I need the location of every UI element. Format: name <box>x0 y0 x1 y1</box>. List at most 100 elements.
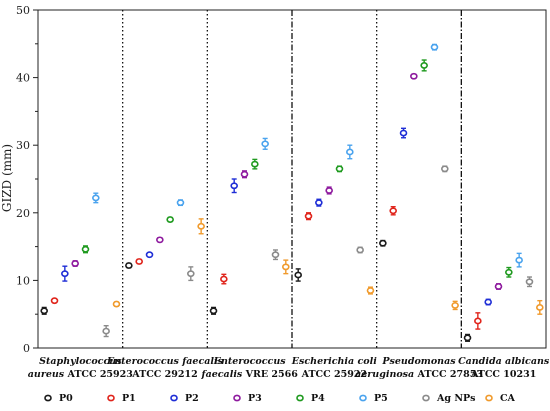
category-label: Candida albicans <box>458 356 550 367</box>
marker <box>176 199 185 207</box>
marker <box>325 187 333 194</box>
marker <box>81 245 90 253</box>
marker <box>92 194 100 202</box>
data-point <box>515 252 523 268</box>
marker <box>430 43 439 51</box>
category-label: Enterococcus faecalis <box>106 356 224 367</box>
category-labels: Staphylococcus aureus ATCC 25923 Enterococ… <box>28 356 550 380</box>
group-dividers <box>122 10 462 348</box>
legend-label: P0 <box>59 393 73 404</box>
data-point <box>399 127 408 139</box>
data-point <box>230 178 238 194</box>
marker <box>271 251 280 259</box>
data-point <box>240 170 249 179</box>
data-point <box>156 236 164 244</box>
legend-label: P5 <box>374 393 388 404</box>
legend-label: Ag NPs <box>436 393 476 404</box>
legend-label: CA <box>500 393 516 404</box>
marker <box>261 140 269 148</box>
data-point <box>92 192 100 204</box>
marker <box>494 283 503 290</box>
legend-item: P5 <box>359 393 388 404</box>
y-tick-label: 0 <box>23 342 30 355</box>
legend-item: P2 <box>170 393 199 404</box>
marker <box>389 207 397 215</box>
marker <box>294 271 302 279</box>
data-point <box>335 165 344 173</box>
data-point <box>187 266 195 282</box>
marker <box>209 307 218 315</box>
category-label: ATCC 29212 <box>131 369 197 380</box>
marker <box>356 246 364 254</box>
data-point <box>125 262 133 269</box>
category-label: faecalis VRE 2566 <box>200 369 298 380</box>
marker <box>125 262 133 269</box>
marker <box>135 258 143 265</box>
data-point <box>356 246 364 254</box>
y-axis-title: GIZD (mm) <box>0 144 14 212</box>
marker <box>463 334 472 342</box>
legend-item: Ag NPs <box>422 393 476 404</box>
data-point <box>474 312 482 330</box>
marker <box>112 300 121 308</box>
data-point <box>251 158 259 170</box>
data-point <box>304 212 313 221</box>
data-point <box>484 298 492 306</box>
legend-label: P4 <box>311 393 325 404</box>
marker <box>102 327 110 335</box>
data-point <box>81 245 90 254</box>
marker <box>399 129 408 137</box>
data-point <box>494 283 503 290</box>
data-point <box>112 300 121 308</box>
data-point <box>145 251 154 259</box>
data-point <box>505 266 513 278</box>
data-point <box>135 258 143 265</box>
legend: P0 P1 P2 P3 P4 P5 Ag NPs CA <box>44 393 516 404</box>
data-point <box>40 306 48 315</box>
data-point <box>536 299 544 315</box>
marker <box>50 297 59 305</box>
legend-item: P4 <box>296 393 325 404</box>
data-point <box>294 268 302 282</box>
legend-marker <box>44 394 52 402</box>
data-point <box>346 144 354 160</box>
legend-marker <box>107 394 115 402</box>
marker <box>366 287 375 294</box>
category-label: ATCC 10231 <box>470 369 536 380</box>
marker <box>525 278 534 286</box>
marker <box>379 239 387 247</box>
legend-label: P2 <box>185 393 199 404</box>
data-point <box>166 216 174 223</box>
marker <box>315 199 323 207</box>
data-point <box>525 276 534 288</box>
marker <box>197 222 205 230</box>
legend-marker <box>296 394 304 402</box>
axes: 0 10 20 30 40 50 <box>16 4 547 355</box>
data-points <box>40 43 544 342</box>
data-point <box>451 300 459 311</box>
y-tick-label: 30 <box>16 139 30 152</box>
marker <box>166 216 174 223</box>
y-tick-label: 10 <box>16 274 30 287</box>
marker <box>251 160 259 168</box>
legend-label: P3 <box>248 393 262 404</box>
marker <box>474 317 482 325</box>
data-point <box>366 286 375 295</box>
legend-marker <box>170 394 178 402</box>
legend-marker <box>485 394 493 402</box>
data-point <box>410 72 418 80</box>
marker <box>71 260 79 267</box>
category-label: Enterococcus <box>213 356 287 367</box>
data-point <box>430 43 439 51</box>
marker <box>40 307 48 315</box>
marker <box>240 170 249 178</box>
marker <box>156 236 164 244</box>
legend-item: CA <box>485 393 516 404</box>
marker <box>451 302 459 309</box>
legend-marker <box>359 394 367 402</box>
category-label: aureus ATCC 25923 <box>28 369 133 380</box>
category-label: aeruginosa ATCC 27853 <box>355 369 483 380</box>
marker <box>536 304 544 311</box>
y-tick-label: 50 <box>16 4 30 17</box>
